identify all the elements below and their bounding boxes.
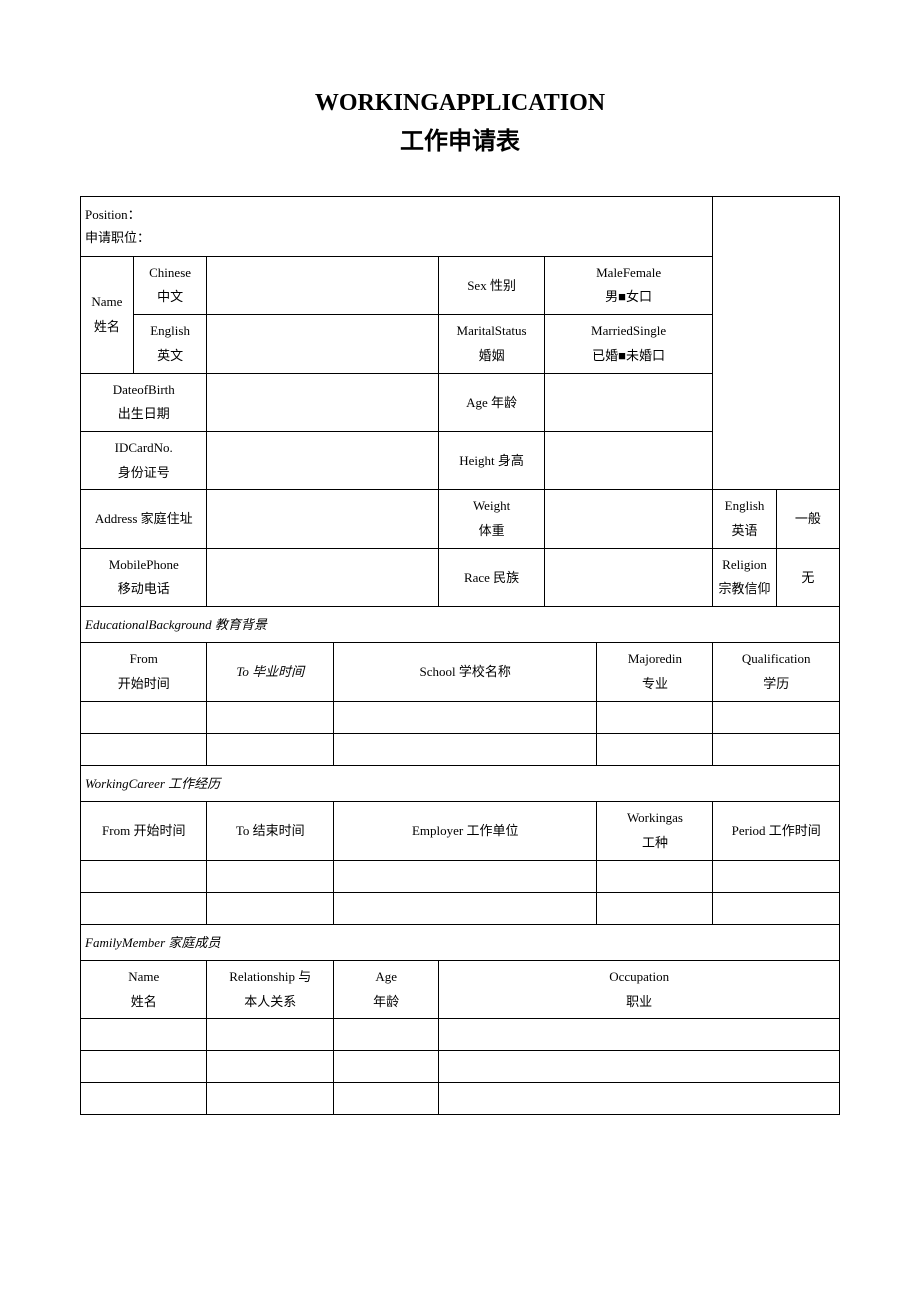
work-period-1[interactable]	[713, 860, 840, 892]
document-title: WORKINGAPPLICATION 工作申请表	[80, 90, 840, 156]
race-label: Race 民族	[439, 548, 544, 606]
marital-value: MarriedSingle 已婚■未婚口	[544, 315, 713, 373]
edu-qual-header: Qualification 学历	[713, 643, 840, 701]
edu-school-header: School 学校名称	[333, 643, 597, 701]
name-english-value[interactable]	[207, 315, 439, 373]
weight-label: Weight 体重	[439, 490, 544, 548]
dob-value[interactable]	[207, 373, 439, 431]
family-age-1[interactable]	[333, 1019, 438, 1051]
position-zh: 申请职位：	[85, 226, 708, 249]
family-rel-1[interactable]	[207, 1019, 333, 1051]
race-value[interactable]	[544, 548, 713, 606]
sex-label: Sex 性别	[439, 256, 544, 314]
edu-major-header: Majoredin 专业	[597, 643, 713, 701]
family-occ-1[interactable]	[439, 1019, 840, 1051]
family-section-header: FamilyMember 家庭成员	[81, 924, 840, 960]
edu-row-2	[81, 733, 840, 765]
family-occ-2[interactable]	[439, 1051, 840, 1083]
edu-qual-1[interactable]	[713, 701, 840, 733]
work-period-header: Period 工作时间	[713, 802, 840, 860]
family-age-2[interactable]	[333, 1051, 438, 1083]
edu-row-1	[81, 701, 840, 733]
edu-to-2[interactable]	[207, 733, 333, 765]
religion-value: 无	[776, 548, 839, 606]
work-workingas-header: Workingas 工种	[597, 802, 713, 860]
family-occupation-header: Occupation 职业	[439, 960, 840, 1018]
family-occ-3[interactable]	[439, 1083, 840, 1115]
family-row-2	[81, 1051, 840, 1083]
family-name-1[interactable]	[81, 1019, 207, 1051]
address-label: Address 家庭住址	[81, 490, 207, 548]
english-value: 一般	[776, 490, 839, 548]
height-value[interactable]	[544, 431, 713, 489]
marital-label: MaritalStatus 婚姻	[439, 315, 544, 373]
work-from-2[interactable]	[81, 892, 207, 924]
work-employer-1[interactable]	[333, 860, 597, 892]
edu-major-1[interactable]	[597, 701, 713, 733]
edu-section-header: EducationalBackground 教育背景	[81, 607, 840, 643]
work-section-header: WorkingCareer 工作经历	[81, 765, 840, 801]
dob-label: DateofBirth 出生日期	[81, 373, 207, 431]
age-label: Age 年龄	[439, 373, 544, 431]
family-name-header: Name 姓名	[81, 960, 207, 1018]
name-english-label: English 英文	[133, 315, 207, 373]
title-chinese: 工作申请表	[80, 121, 840, 156]
name-chinese-label: Chinese 中文	[133, 256, 207, 314]
work-from-header: From 开始时间	[81, 802, 207, 860]
work-to-header: To 结束时间	[207, 802, 333, 860]
edu-school-2[interactable]	[333, 733, 597, 765]
family-rel-2[interactable]	[207, 1051, 333, 1083]
name-label: Name 姓名	[81, 256, 134, 373]
family-rel-3[interactable]	[207, 1083, 333, 1115]
age-value[interactable]	[544, 373, 713, 431]
english-label: English 英语	[713, 490, 776, 548]
work-to-2[interactable]	[207, 892, 333, 924]
family-name-3[interactable]	[81, 1083, 207, 1115]
work-workingas-1[interactable]	[597, 860, 713, 892]
work-from-1[interactable]	[81, 860, 207, 892]
edu-to-1[interactable]	[207, 701, 333, 733]
mobile-label: MobilePhone 移动电话	[81, 548, 207, 606]
family-name-2[interactable]	[81, 1051, 207, 1083]
family-relationship-header: Relationship 与 本人关系	[207, 960, 333, 1018]
sex-value: MaleFemale 男■女口	[544, 256, 713, 314]
religion-label: Religion 宗教信仰	[713, 548, 776, 606]
weight-value[interactable]	[544, 490, 713, 548]
work-period-2[interactable]	[713, 892, 840, 924]
edu-major-2[interactable]	[597, 733, 713, 765]
idcard-label: IDCardNo. 身份证号	[81, 431, 207, 489]
idcard-value[interactable]	[207, 431, 439, 489]
height-label: Height 身高	[439, 431, 544, 489]
work-workingas-2[interactable]	[597, 892, 713, 924]
application-form-table: Position： 申请职位： Name 姓名 Chinese 中文 Sex 性…	[80, 196, 840, 1115]
photo-box	[713, 197, 840, 490]
work-row-1	[81, 860, 840, 892]
mobile-value[interactable]	[207, 548, 439, 606]
edu-from-2[interactable]	[81, 733, 207, 765]
name-chinese-value[interactable]	[207, 256, 439, 314]
work-to-1[interactable]	[207, 860, 333, 892]
family-age-3[interactable]	[333, 1083, 438, 1115]
title-english: WORKINGAPPLICATION	[80, 90, 840, 117]
position-en: Position：	[85, 203, 708, 226]
address-value[interactable]	[207, 490, 439, 548]
family-row-3	[81, 1083, 840, 1115]
work-row-2	[81, 892, 840, 924]
work-employer-header: Employer 工作单位	[333, 802, 597, 860]
edu-from-header: From 开始时间	[81, 643, 207, 701]
position-label: Position： 申请职位：	[81, 197, 713, 257]
edu-school-1[interactable]	[333, 701, 597, 733]
edu-qual-2[interactable]	[713, 733, 840, 765]
edu-to-header: To 毕业时间	[207, 643, 333, 701]
family-row-1	[81, 1019, 840, 1051]
edu-from-1[interactable]	[81, 701, 207, 733]
family-age-header: Age 年龄	[333, 960, 438, 1018]
work-employer-2[interactable]	[333, 892, 597, 924]
